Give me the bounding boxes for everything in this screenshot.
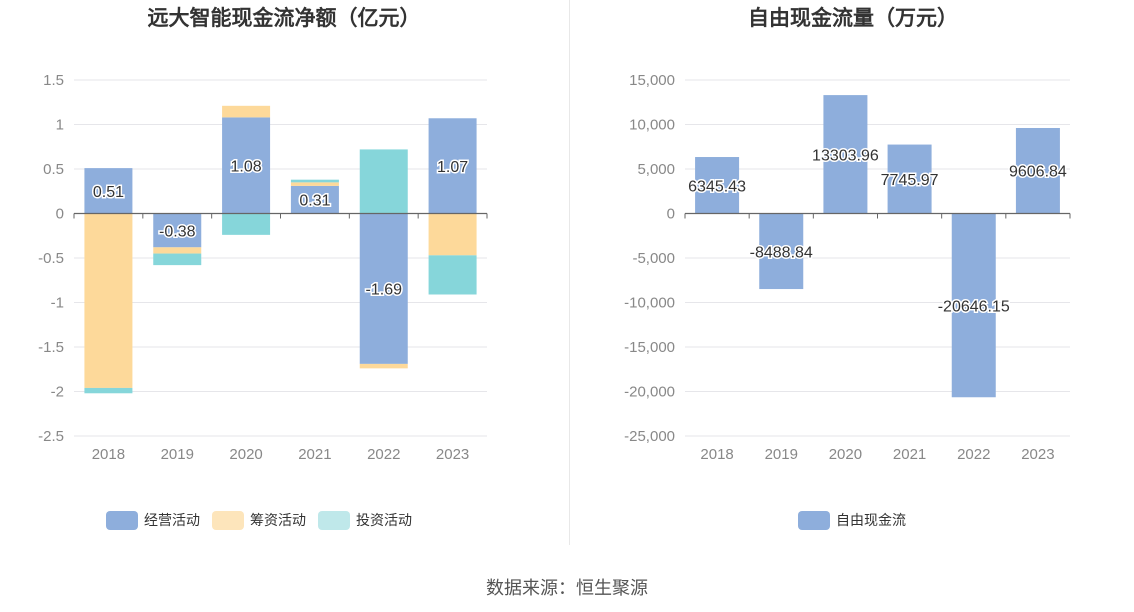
legend-item-operating[interactable]: 经营活动 [106, 510, 200, 530]
legend-label-fcf: 自由现金流 [836, 512, 906, 528]
left-data-label: 1.07 [437, 159, 468, 176]
left-ytick-label: 0.5 [43, 161, 64, 178]
left-ytick-label: 1.5 [43, 72, 64, 89]
legend-label-operating: 经营活动 [144, 512, 200, 528]
right-bar [759, 213, 804, 290]
right-ytick-label: 15,000 [629, 72, 675, 89]
left-bar [290, 179, 339, 183]
left-xtick-label: 2021 [298, 446, 331, 463]
right-chart-legend: 自由现金流 [798, 510, 918, 530]
right-data-label: 13303.96 [812, 147, 879, 164]
left-bar [428, 255, 477, 295]
right-data-label: -20646.15 [938, 298, 1010, 315]
right-ytick-label: -15,000 [624, 339, 675, 356]
left-data-label: -1.69 [366, 282, 403, 299]
legend-swatch-financing [212, 510, 244, 530]
left-data-label: 0.31 [299, 193, 330, 210]
right-ytick-label: -5,000 [632, 250, 675, 267]
left-chart-title: 远大智能现金流净额（亿元） [147, 7, 421, 30]
right-xtick-label: 2023 [1021, 446, 1054, 463]
left-bar [222, 213, 271, 235]
charts-canvas: 1.5 1 0.5 0 -0.5 -1 -1.5 -2 -2.5 0.51 -0.38 1.08 0.3… [38, 72, 1071, 463]
left-xtick-label: 2020 [229, 446, 262, 463]
right-bar [951, 213, 996, 398]
left-bar [359, 213, 408, 364]
left-bar [84, 213, 133, 388]
left-ytick-label: -1.5 [38, 339, 64, 356]
left-bar [428, 213, 477, 256]
left-bar [153, 253, 202, 266]
legend-item-investing[interactable]: 投资活动 [318, 510, 412, 530]
right-bar [887, 144, 932, 214]
legend-swatch-operating [106, 510, 138, 530]
left-xtick-label: 2022 [367, 446, 400, 463]
right-bar [823, 95, 868, 214]
legend-swatch-fcf [798, 510, 830, 530]
left-bar [84, 168, 133, 214]
right-xtick-label: 2021 [893, 446, 926, 463]
left-bar [290, 185, 339, 214]
legend-item-fcf[interactable]: 自由现金流 [798, 510, 906, 530]
right-xtick-label: 2022 [957, 446, 990, 463]
right-data-label: 9606.84 [1009, 164, 1067, 181]
left-xtick-label: 2018 [92, 446, 125, 463]
left-chart-legend: 经营活动 筹资活动 投资活动 [106, 510, 424, 530]
left-ytick-label: -1 [51, 295, 64, 312]
left-bar [290, 182, 339, 186]
right-ytick-label: -10,000 [624, 295, 675, 312]
left-bar [359, 363, 408, 369]
left-ytick-label: -0.5 [38, 250, 64, 267]
data-source-note: 数据来源：恒生聚源 [486, 578, 648, 598]
legend-swatch-investing [318, 510, 350, 530]
left-bar [222, 105, 271, 118]
right-xtick-label: 2020 [829, 446, 862, 463]
left-ytick-label: 1 [56, 117, 64, 134]
right-bar [1015, 127, 1060, 214]
left-bar [359, 149, 408, 214]
right-data-label: 6345.43 [688, 178, 746, 195]
left-bar [222, 117, 271, 214]
left-ytick-label: 0 [56, 206, 64, 223]
right-ytick-label: 5,000 [637, 161, 675, 178]
right-ytick-label: 0 [667, 206, 675, 223]
right-xtick-label: 2019 [765, 446, 798, 463]
left-bar [153, 213, 202, 248]
left-bar [153, 247, 202, 254]
right-ytick-label: 10,000 [629, 117, 675, 134]
legend-label-investing: 投资活动 [356, 512, 412, 528]
right-xtick-label: 2018 [700, 446, 733, 463]
left-bar [84, 387, 133, 394]
right-ytick-label: -25,000 [624, 428, 675, 445]
left-ytick-label: -2.5 [38, 428, 64, 445]
left-ytick-label: -2 [51, 384, 64, 401]
right-data-label: -8488.84 [750, 244, 813, 261]
left-bar [428, 118, 477, 214]
right-chart-title: 自由现金流量（万元） [748, 7, 958, 30]
right-data-label: 7745.97 [881, 172, 939, 189]
left-data-label: 1.08 [231, 158, 262, 175]
chart-divider [569, 0, 570, 545]
legend-item-financing[interactable]: 筹资活动 [212, 510, 306, 530]
right-ytick-label: -20,000 [624, 384, 675, 401]
left-xtick-label: 2019 [161, 446, 194, 463]
left-data-label: -0.38 [159, 223, 196, 240]
legend-label-financing: 筹资活动 [250, 512, 306, 528]
left-data-label: 0.51 [93, 184, 124, 201]
right-bar [695, 157, 740, 214]
left-xtick-label: 2023 [436, 446, 469, 463]
